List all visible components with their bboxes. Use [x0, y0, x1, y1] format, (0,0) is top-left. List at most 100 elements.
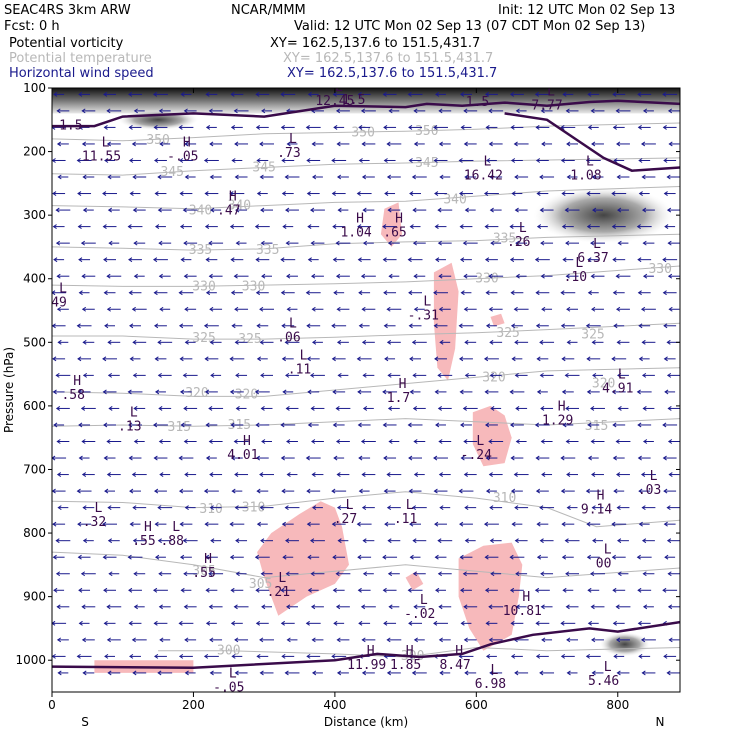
wind-vector [255, 455, 269, 461]
wind-vector [488, 141, 503, 147]
wind-vector [489, 339, 503, 345]
wind-vector [616, 472, 630, 477]
wind-vector [515, 571, 528, 577]
wind-vector [280, 91, 296, 97]
wind-vector [638, 356, 650, 362]
wind-vector [539, 670, 555, 676]
wind-vector [102, 356, 117, 362]
wind-vector [80, 571, 96, 577]
wind-vector [565, 439, 579, 444]
extremum-kind: L [346, 498, 354, 513]
wind-vector [285, 406, 299, 411]
wind-vector [464, 207, 476, 213]
wind-vector [361, 472, 376, 477]
theta-contour-label: 330 [192, 279, 215, 294]
wind-vector [103, 455, 116, 461]
wind-vector [565, 604, 579, 610]
wind-vector [561, 191, 575, 196]
wind-vector [637, 290, 651, 296]
wind-vector [331, 323, 347, 329]
wind-vector [103, 91, 116, 97]
wind-vector [209, 141, 223, 147]
y-tick-label: 700 [23, 462, 46, 476]
model-title: SEAC4RS 3km ARW [4, 3, 131, 18]
wind-vector [386, 637, 402, 643]
wind-vector [562, 257, 574, 263]
x-tick-label: 800 [606, 698, 629, 712]
wind-vector [208, 273, 223, 279]
wind-vector [540, 439, 553, 444]
wind-vector [617, 538, 629, 544]
wind-vector [561, 356, 575, 362]
wind-vector [591, 306, 604, 312]
wind-vector [641, 339, 656, 345]
theta-contour-label: 325 [496, 326, 519, 341]
wind-vector [56, 108, 70, 114]
wind-vector [642, 571, 655, 577]
wind-vector [312, 670, 323, 676]
wind-vector [591, 505, 604, 511]
wind-vector [433, 455, 448, 461]
wind-vector [260, 240, 273, 246]
wind-vector [53, 587, 65, 593]
theta-contour-label: 325 [581, 328, 604, 343]
wind-vector [540, 273, 553, 279]
pv-contour-label: 1.5 [342, 93, 365, 108]
wind-vector [104, 488, 115, 494]
wind-vector [388, 273, 400, 279]
wind-vector [361, 670, 375, 676]
wind-vector [564, 372, 580, 378]
wind-vector [592, 538, 603, 544]
wind-vector [285, 571, 299, 577]
wind-vector [463, 273, 478, 279]
wind-vector [128, 620, 142, 626]
wind-vector [356, 191, 372, 196]
wind-vector [307, 91, 319, 97]
wind-vector [358, 290, 371, 296]
wind-vector [179, 191, 193, 196]
theta-contour-label: 330 [648, 262, 671, 277]
theta-contour-line [52, 551, 680, 579]
wind-vector [662, 125, 677, 130]
wind-vector [184, 306, 197, 312]
extremum-kind: H [183, 135, 191, 150]
wind-vector [358, 488, 370, 494]
extremum-kind: H [406, 644, 414, 659]
wind-vector [282, 389, 294, 395]
wind-vector [81, 108, 96, 114]
wind-vector [331, 356, 346, 362]
wind-vector [129, 521, 141, 527]
wind-vector [331, 191, 346, 196]
extremum-kind: L [59, 282, 67, 297]
pv-extremum: L-.02 [404, 593, 435, 622]
field-xy-theta: XY= 162.5,137.6 to 151.5,431.7 [283, 51, 494, 66]
extremum-value: -.05 [213, 680, 244, 695]
wind-vector [184, 505, 196, 511]
wind-vector [57, 174, 69, 180]
wind-vector [561, 554, 574, 560]
wind-vector [437, 207, 453, 213]
wind-vector [586, 554, 600, 560]
wind-vector [666, 505, 680, 511]
pressure-axis: 100 200 300 400 500 600 700 800 900 1000 [15, 81, 680, 667]
wind-vector [514, 538, 528, 544]
wind-vector [612, 290, 625, 296]
wind-vector [616, 306, 630, 312]
wind-vector [387, 571, 400, 577]
wind-vector [560, 620, 576, 626]
pv-extremum: H1.85 [390, 644, 421, 673]
theta-contour-label: 325 [192, 331, 215, 346]
wind-vector [56, 273, 70, 279]
extremum-kind: L [420, 593, 428, 608]
wind-vector [386, 141, 402, 147]
wind-vector [336, 306, 350, 312]
wind-vector [413, 472, 425, 477]
wind-vector [667, 571, 680, 577]
wind-vector [539, 339, 555, 345]
wind-vector [285, 207, 299, 213]
wind-vector [540, 240, 554, 246]
wind-vector [331, 653, 347, 659]
wind-vector [78, 587, 91, 593]
wind-vector [510, 158, 523, 163]
wind-vector [158, 108, 171, 114]
